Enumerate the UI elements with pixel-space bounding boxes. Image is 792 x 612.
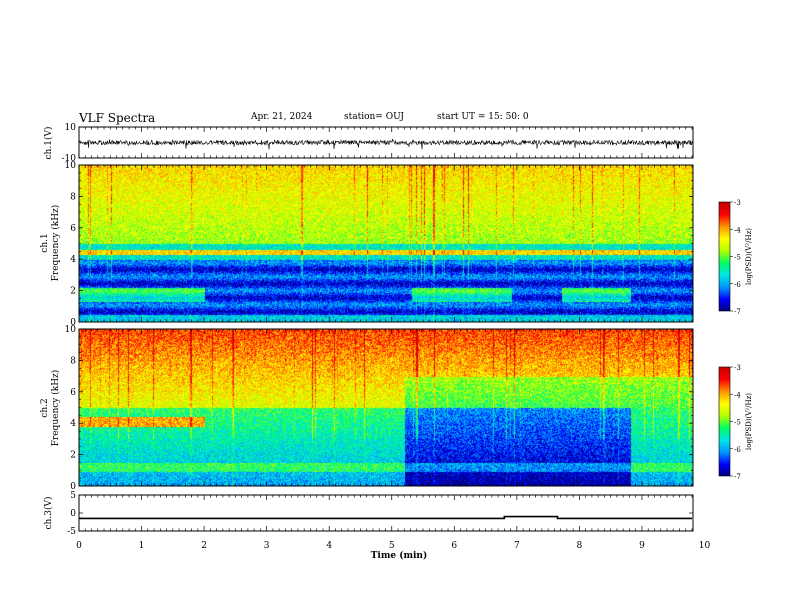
ch1-colorbar-tick-label: -4 bbox=[734, 226, 741, 234]
ch2-freq-tick-label: 4 bbox=[70, 419, 76, 429]
ch2-colorbar-gradient bbox=[719, 367, 730, 476]
ch1-colorbar-tick-label: -6 bbox=[734, 281, 741, 289]
ch2-frequency-axis-label: Frequency (kHz) bbox=[50, 370, 61, 447]
ch3-y-tick-label: -5 bbox=[67, 527, 76, 537]
ch1-waveform-frame bbox=[78, 126, 694, 159]
ch1-freq-tick-label: 2 bbox=[70, 287, 76, 297]
x-axis-label: Time (min) bbox=[371, 550, 428, 561]
ch2-colorbar-tick-label: -6 bbox=[734, 446, 741, 454]
ch2-colorbar-tick-label: -7 bbox=[734, 473, 741, 481]
x-tick-label: 6 bbox=[451, 541, 457, 551]
ch1-colorbar-tick-label: -7 bbox=[734, 308, 741, 316]
ch1-frequency-axis-label: Frequency (kHz) bbox=[50, 205, 61, 282]
ch3-y-tick-label: 0 bbox=[70, 509, 76, 519]
ch1-freq-tick-label: 10 bbox=[65, 161, 77, 171]
ch2-channel-label: ch.2 bbox=[40, 398, 50, 417]
x-tick-label: 4 bbox=[326, 541, 332, 551]
ch2-freq-tick-label: 8 bbox=[70, 356, 76, 366]
ch1-colorbar-tick-label: -5 bbox=[734, 254, 741, 262]
ch2-spectrogram-image bbox=[79, 329, 693, 486]
ch2-colorbar-tick-label: -4 bbox=[734, 391, 741, 399]
date-label: Apr. 21, 2024 bbox=[251, 112, 313, 122]
x-tick-label: 1 bbox=[139, 541, 145, 551]
x-tick-label: 8 bbox=[577, 541, 583, 551]
start-time-label: start UT = 15: 50: 0 bbox=[437, 112, 529, 122]
ch1-freq-tick-label: 0 bbox=[70, 318, 76, 328]
ch2-colorbar-tick-label: -3 bbox=[734, 364, 741, 372]
x-tick-label: 10 bbox=[699, 541, 711, 551]
ch1-spectrogram-image bbox=[79, 165, 693, 322]
ch1-freq-tick-label: 4 bbox=[70, 255, 76, 265]
x-tick-label: 5 bbox=[389, 541, 395, 551]
station-label: station= OUJ bbox=[344, 112, 405, 122]
ch1-y-axis-label: ch.1(V) bbox=[43, 127, 54, 160]
ch2-colorbar-label: log(PSD)(V²/Hz) bbox=[745, 393, 753, 450]
ch1-colorbar-gradient bbox=[719, 202, 730, 311]
ch2-freq-tick-label: 10 bbox=[65, 325, 77, 335]
x-tick-label: 0 bbox=[76, 541, 82, 551]
ch1-y-tick-label: 10 bbox=[65, 123, 77, 133]
ch1-colorbar-label: log(PSD)(V²/Hz) bbox=[745, 228, 753, 285]
ch1-colorbar-tick-label: -3 bbox=[734, 199, 741, 207]
ch1-channel-label: ch.1 bbox=[40, 233, 50, 252]
ch2-colorbar-tick-label: -5 bbox=[734, 419, 741, 427]
ch3-y-tick-label: 5 bbox=[70, 491, 76, 501]
ch1-freq-tick-label: 8 bbox=[70, 192, 76, 202]
x-tick-label: 2 bbox=[201, 541, 207, 551]
ch3-y-axis-label: ch.3(V) bbox=[43, 497, 54, 530]
ch2-freq-tick-label: 2 bbox=[70, 451, 76, 461]
x-tick-label: 9 bbox=[639, 541, 645, 551]
ch2-freq-tick-label: 6 bbox=[70, 388, 76, 398]
ch1-trace bbox=[78, 139, 694, 150]
ch2-freq-tick-label: 0 bbox=[70, 482, 76, 492]
ch1-freq-tick-label: 6 bbox=[70, 224, 76, 234]
x-tick-label: 3 bbox=[264, 541, 270, 551]
ch3-waveform-frame bbox=[78, 494, 694, 532]
ch3-trace bbox=[79, 515, 692, 520]
figure-title: VLF Spectra bbox=[79, 111, 156, 125]
x-tick-label: 7 bbox=[514, 541, 520, 551]
ch1-y-tick-label: -10 bbox=[62, 154, 77, 164]
